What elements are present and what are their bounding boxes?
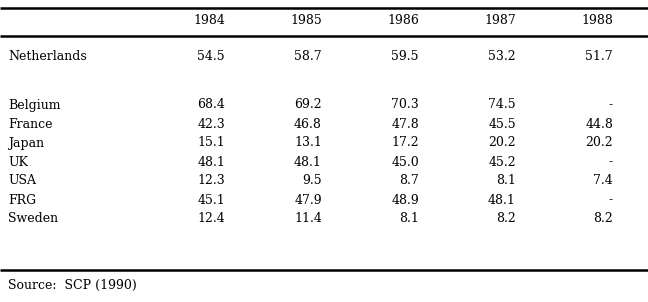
Text: 48.9: 48.9 <box>391 194 419 207</box>
Text: FRG: FRG <box>8 194 36 207</box>
Text: Sweden: Sweden <box>8 213 58 226</box>
Text: -: - <box>609 194 613 207</box>
Text: 53.2: 53.2 <box>489 50 516 63</box>
Text: 48.1: 48.1 <box>488 194 516 207</box>
Text: 47.9: 47.9 <box>294 194 322 207</box>
Text: 9.5: 9.5 <box>303 175 322 188</box>
Text: 69.2: 69.2 <box>294 98 322 111</box>
Text: 12.4: 12.4 <box>197 213 225 226</box>
Text: 48.1: 48.1 <box>294 156 322 169</box>
Text: 8.2: 8.2 <box>594 213 613 226</box>
Text: 1984: 1984 <box>193 14 225 27</box>
Text: 45.1: 45.1 <box>197 194 225 207</box>
Text: 51.7: 51.7 <box>585 50 613 63</box>
Text: 59.5: 59.5 <box>391 50 419 63</box>
Text: 1987: 1987 <box>484 14 516 27</box>
Text: 8.2: 8.2 <box>496 213 516 226</box>
Text: 46.8: 46.8 <box>294 117 322 130</box>
Text: 1986: 1986 <box>387 14 419 27</box>
Text: 42.3: 42.3 <box>197 117 225 130</box>
Text: UK: UK <box>8 156 28 169</box>
Text: 45.2: 45.2 <box>489 156 516 169</box>
Text: 54.5: 54.5 <box>198 50 225 63</box>
Text: Netherlands: Netherlands <box>8 50 87 63</box>
Text: 45.0: 45.0 <box>391 156 419 169</box>
Text: 20.2: 20.2 <box>489 137 516 149</box>
Text: Belgium: Belgium <box>8 98 60 111</box>
Text: 13.1: 13.1 <box>294 137 322 149</box>
Text: 8.1: 8.1 <box>399 213 419 226</box>
Text: 44.8: 44.8 <box>585 117 613 130</box>
Text: 8.7: 8.7 <box>399 175 419 188</box>
Text: 1988: 1988 <box>581 14 613 27</box>
Text: Japan: Japan <box>8 137 44 149</box>
Text: 58.7: 58.7 <box>294 50 322 63</box>
Text: 48.1: 48.1 <box>197 156 225 169</box>
Text: USA: USA <box>8 175 36 188</box>
Text: -: - <box>609 156 613 169</box>
Text: 45.5: 45.5 <box>489 117 516 130</box>
Text: Source:  SCP (1990): Source: SCP (1990) <box>8 278 137 291</box>
Text: 8.1: 8.1 <box>496 175 516 188</box>
Text: 15.1: 15.1 <box>197 137 225 149</box>
Text: 47.8: 47.8 <box>391 117 419 130</box>
Text: 11.4: 11.4 <box>294 213 322 226</box>
Text: 20.2: 20.2 <box>585 137 613 149</box>
Text: France: France <box>8 117 52 130</box>
Text: 17.2: 17.2 <box>391 137 419 149</box>
Text: 74.5: 74.5 <box>489 98 516 111</box>
Text: 12.3: 12.3 <box>197 175 225 188</box>
Text: 1985: 1985 <box>290 14 322 27</box>
Text: -: - <box>609 98 613 111</box>
Text: 70.3: 70.3 <box>391 98 419 111</box>
Text: 68.4: 68.4 <box>197 98 225 111</box>
Text: 7.4: 7.4 <box>594 175 613 188</box>
